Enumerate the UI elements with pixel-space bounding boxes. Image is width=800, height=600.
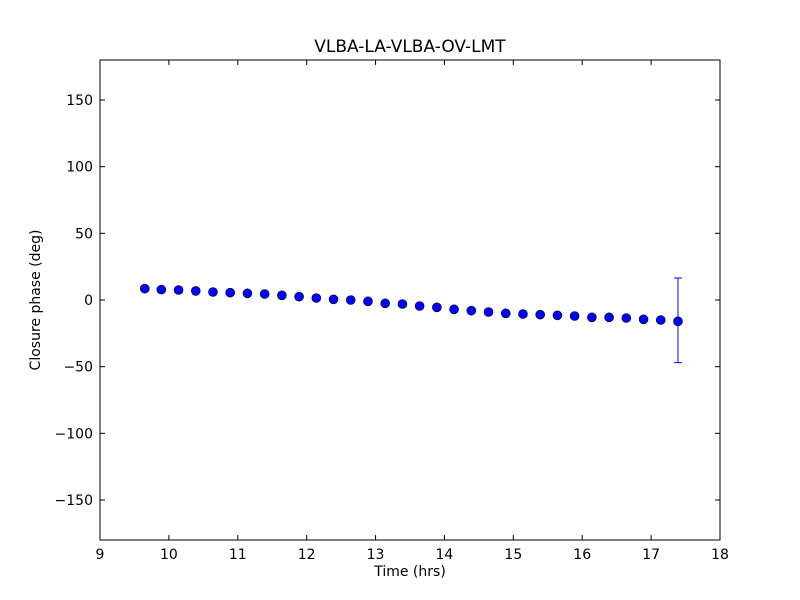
data-point — [397, 299, 408, 309]
y-tick-label: 100 — [66, 160, 93, 176]
data-point — [294, 291, 304, 302]
x-tick-label: 10 — [160, 547, 178, 563]
data-point — [587, 312, 597, 323]
y-tick-label: −50 — [63, 360, 93, 376]
data-point — [380, 298, 391, 309]
plot-area — [99, 59, 721, 541]
data-point — [518, 309, 528, 319]
data-point — [173, 285, 184, 295]
data-point — [552, 310, 563, 321]
x-tick-label: 16 — [573, 547, 591, 563]
x-tick-label: 15 — [504, 547, 522, 563]
data-point — [535, 309, 546, 320]
data-point — [190, 286, 201, 296]
data-point — [363, 296, 373, 307]
data-point — [414, 301, 425, 311]
x-tick-label: 13 — [367, 547, 385, 563]
data-point — [604, 312, 614, 323]
x-tick-label: 18 — [711, 547, 729, 563]
x-tick-label: 17 — [642, 547, 660, 563]
y-tick-label: −150 — [55, 493, 93, 509]
data-point — [156, 284, 167, 295]
data-point — [432, 302, 442, 313]
data-point — [569, 311, 580, 321]
data-point — [139, 283, 150, 294]
data-point — [466, 305, 477, 316]
y-tick-label: 150 — [66, 93, 93, 109]
y-tick-label: 50 — [75, 226, 93, 242]
data-point — [208, 287, 218, 297]
data-point — [500, 308, 511, 319]
y-axis-label: Closure phase (deg) — [28, 230, 44, 371]
data-point — [621, 313, 632, 323]
data-point — [638, 314, 649, 325]
axis-ticks — [99, 60, 721, 540]
data-point — [449, 304, 459, 315]
data-point — [345, 295, 356, 305]
data-point-group — [139, 283, 683, 327]
data-point — [277, 290, 287, 301]
data-point — [483, 307, 494, 317]
data-point — [259, 289, 270, 299]
chart-title: VLBA-LA-VLBA-OV-LMT — [314, 37, 506, 57]
x-tick-label: 9 — [96, 547, 105, 563]
y-tick-label: 0 — [84, 293, 93, 309]
data-point — [242, 288, 253, 299]
x-tick-label: 14 — [436, 547, 454, 563]
data-point — [673, 316, 683, 327]
data-point — [655, 315, 666, 325]
data-point — [311, 293, 322, 303]
data-point — [328, 294, 339, 305]
x-tick-label: 12 — [298, 547, 316, 563]
x-axis-label: Time (hrs) — [373, 564, 446, 580]
data-point — [225, 287, 235, 298]
y-tick-label: −100 — [55, 426, 93, 442]
axis-tick-labels: 9 10 11 12 13 14 15 16 17 18 −150 −100 −50 0 50 100 150 — [55, 93, 729, 563]
x-tick-label: 11 — [229, 547, 247, 563]
